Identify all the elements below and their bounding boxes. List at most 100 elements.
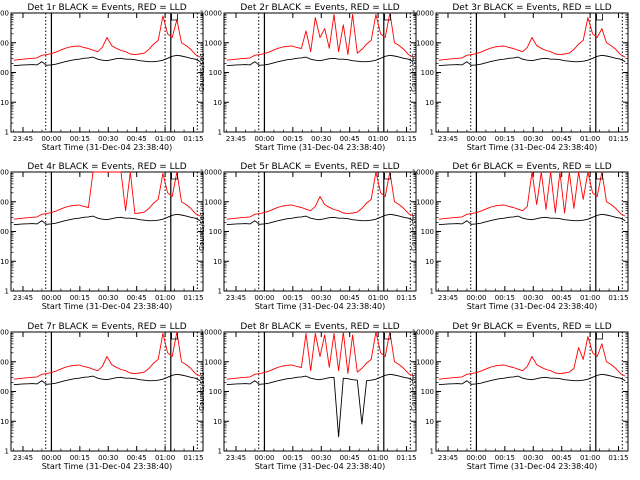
- y-tick-label: 1: [430, 129, 434, 137]
- plot-frame: [223, 331, 417, 452]
- y-tick-label: 1000: [204, 198, 222, 206]
- x-tick-label: 00:15: [70, 294, 90, 302]
- x-tick-label: 00:45: [127, 454, 147, 462]
- x-tick-label: 23:45: [438, 294, 458, 302]
- x-tick-label: 01:15: [183, 294, 203, 302]
- y-tick-label: 10000: [412, 10, 434, 18]
- x-tick-label: 01:00: [155, 294, 175, 302]
- x-tick-label: 00:30: [523, 454, 543, 462]
- y-tick-label: 100: [421, 388, 434, 396]
- x-tick-label: 01:00: [368, 135, 388, 143]
- y-tick-label: 1000: [204, 39, 222, 47]
- y-tick-label: 1: [218, 129, 222, 137]
- panel-1: Det 1r BLACK = Events, RED = LLD 1 10 100 10…: [0, 3, 204, 152]
- panel-title: Det 1r BLACK = Events, RED = LLD: [27, 3, 186, 13]
- series-events: [226, 213, 414, 226]
- x-tick-label: 00:15: [70, 135, 90, 143]
- panel-9: Det 9r BLACK = Events, RED = LLD 1 10 100 10…: [410, 322, 629, 471]
- x-tick-label: 00:45: [127, 135, 147, 143]
- series-lld: [226, 331, 414, 380]
- y-tick-label: 10: [213, 418, 222, 426]
- x-tick-label: 00:15: [495, 294, 515, 302]
- x-axis-label: Start Time (31-Dec-04 23:38:40): [467, 143, 598, 152]
- series-lld: [226, 12, 414, 61]
- y-tick-label: 100: [421, 69, 434, 77]
- x-tick-label: 01:15: [396, 454, 416, 462]
- y-tick-label: 100: [209, 228, 222, 236]
- y-tick-label: 1: [218, 448, 222, 456]
- x-axis-label: Start Time (31-Dec-04 23:38:40): [42, 302, 173, 311]
- y-tick-label: 10: [0, 258, 9, 266]
- x-tick-label: 00:45: [340, 294, 360, 302]
- plot-frame: [10, 331, 204, 452]
- y-tick-label: 1000: [0, 358, 9, 366]
- x-tick-label: 00:00: [254, 135, 274, 143]
- marker: [384, 333, 391, 340]
- x-tick-label: 23:45: [226, 294, 246, 302]
- series-events: [13, 213, 201, 226]
- y-tick-label: 10: [213, 99, 222, 107]
- x-tick-label: 00:45: [552, 135, 572, 143]
- x-tick-label: 00:00: [41, 454, 61, 462]
- x-tick-label: 00:30: [311, 294, 331, 302]
- x-tick-label: 01:00: [368, 294, 388, 302]
- panel-title: Det 5r BLACK = Events, RED = LLD: [240, 162, 399, 172]
- marker: [171, 173, 178, 180]
- y-tick-label: 1000: [204, 358, 222, 366]
- x-tick-label: 00:15: [70, 454, 90, 462]
- y-tick-label: 100: [421, 228, 434, 236]
- series-events: [438, 54, 626, 67]
- x-tick-label: 23:45: [226, 135, 246, 143]
- y-tick-label: 100: [209, 69, 222, 77]
- y-tick-label: 100: [209, 388, 222, 396]
- y-axis-label: Counts/sec: [410, 372, 418, 411]
- y-tick-label: 100: [0, 228, 9, 236]
- plot-frame: [223, 12, 417, 133]
- x-axis-label: Start Time (31-Dec-04 23:38:40): [255, 302, 386, 311]
- x-tick-label: 00:30: [98, 135, 118, 143]
- x-axis-label: Start Time (31-Dec-04 23:38:40): [42, 143, 173, 152]
- y-tick-label: 10000: [200, 169, 222, 177]
- y-tick-label: 1: [5, 129, 9, 137]
- series-lld: [13, 15, 201, 61]
- y-tick-label: 1: [5, 288, 9, 296]
- x-tick-label: 23:45: [13, 454, 33, 462]
- marker: [171, 14, 178, 21]
- panel-title: Det 7r BLACK = Events, RED = LLD: [27, 322, 186, 332]
- plot-frame: [435, 12, 629, 133]
- series-events: [13, 373, 201, 386]
- x-tick-label: 01:15: [396, 294, 416, 302]
- series-events: [226, 54, 414, 67]
- x-tick-label: 00:15: [283, 135, 303, 143]
- x-tick-label: 00:45: [552, 454, 572, 462]
- y-tick-label: 1: [218, 288, 222, 296]
- marker: [596, 14, 603, 21]
- y-axis-label: Counts/sec: [410, 212, 418, 251]
- series-events: [13, 54, 201, 67]
- panel-title: Det 2r BLACK = Events, RED = LLD: [240, 3, 399, 13]
- y-tick-label: 1: [5, 448, 9, 456]
- y-tick-label: 10000: [0, 10, 9, 18]
- y-tick-label: 1: [430, 288, 434, 296]
- y-axis-label: Counts/sec: [198, 372, 206, 411]
- x-tick-label: 00:00: [466, 294, 486, 302]
- panel-title: Det 4r BLACK = Events, RED = LLD: [27, 162, 186, 172]
- series-lld: [438, 17, 626, 61]
- series-lld: [438, 336, 626, 380]
- y-tick-label: 10: [0, 99, 9, 107]
- x-tick-label: 01:15: [608, 135, 628, 143]
- x-tick-label: 00:00: [41, 294, 61, 302]
- x-tick-label: 00:45: [340, 135, 360, 143]
- panel-title: Det 9r BLACK = Events, RED = LLD: [452, 322, 611, 332]
- x-tick-label: 00:45: [552, 294, 572, 302]
- x-tick-label: 00:15: [495, 135, 515, 143]
- x-tick-label: 23:45: [226, 454, 246, 462]
- x-tick-label: 01:15: [608, 454, 628, 462]
- y-tick-label: 1000: [0, 198, 9, 206]
- y-tick-label: 10: [425, 99, 434, 107]
- x-tick-label: 00:30: [98, 454, 118, 462]
- x-tick-label: 01:15: [608, 294, 628, 302]
- panel-4: Det 4r BLACK = Events, RED = LLD 1 10 100 10…: [0, 162, 204, 311]
- panel-title: Det 3r BLACK = Events, RED = LLD: [452, 3, 611, 13]
- plot-frame: [435, 171, 629, 292]
